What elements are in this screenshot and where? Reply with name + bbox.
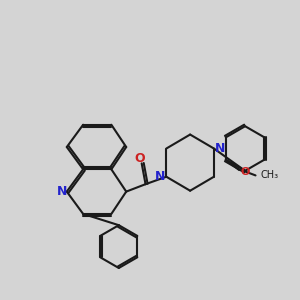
- Text: N: N: [215, 142, 225, 155]
- Text: N: N: [57, 185, 68, 198]
- Text: O: O: [240, 167, 250, 176]
- Text: CH₃: CH₃: [261, 170, 279, 180]
- Text: O: O: [134, 152, 145, 164]
- Text: N: N: [155, 170, 166, 183]
